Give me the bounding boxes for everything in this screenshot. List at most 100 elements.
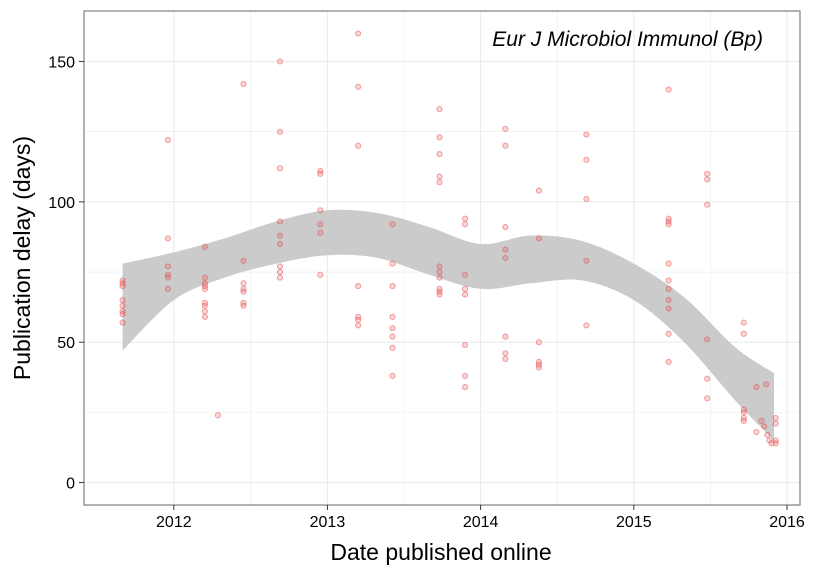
smooth-confidence-band <box>122 209 775 441</box>
data-point <box>276 263 284 270</box>
data-point <box>240 302 247 309</box>
data-point <box>462 271 469 278</box>
panel-border <box>83 10 801 506</box>
data-point <box>119 297 126 304</box>
data-point <box>389 283 396 290</box>
data-point <box>665 260 672 267</box>
data-point <box>535 364 542 371</box>
data-point <box>462 215 469 222</box>
data-point <box>240 280 247 287</box>
data-point <box>276 218 284 225</box>
data-point <box>704 201 711 208</box>
data-point <box>502 254 509 262</box>
y-tick-label: 0 <box>66 476 75 493</box>
data-point <box>761 423 768 430</box>
data-point <box>740 319 747 326</box>
data-point <box>164 235 171 242</box>
data-point <box>762 381 770 388</box>
data-point <box>704 336 711 343</box>
smooth-band-area <box>122 209 775 441</box>
data-point <box>355 142 362 149</box>
data-point <box>753 428 760 436</box>
chart-annotation: Eur J Microbiol Immunol (Bp) <box>492 28 763 51</box>
data-point <box>119 283 126 290</box>
data-point <box>665 330 672 337</box>
data-point <box>164 263 171 270</box>
data-point <box>201 313 208 320</box>
data-point <box>753 384 760 391</box>
data-point <box>276 274 284 281</box>
data-point <box>119 311 126 318</box>
data-point <box>201 308 208 315</box>
data-point <box>276 240 284 248</box>
data-point <box>502 333 509 340</box>
data-point <box>502 224 509 231</box>
data-point <box>462 341 469 349</box>
x-tick-label: 2015 <box>616 514 652 531</box>
data-point <box>665 305 672 312</box>
data-point <box>704 176 711 183</box>
data-point <box>201 302 208 309</box>
data-point <box>665 86 672 93</box>
data-point <box>436 134 443 141</box>
data-point <box>704 395 711 402</box>
data-points <box>119 30 779 447</box>
data-point <box>436 106 443 113</box>
data-point <box>317 170 324 177</box>
data-point <box>355 322 362 329</box>
data-point <box>583 322 590 329</box>
data-point <box>535 339 542 346</box>
data-point <box>665 221 672 228</box>
data-point <box>214 412 221 419</box>
data-point <box>740 330 747 337</box>
data-point <box>389 372 396 379</box>
data-point <box>462 221 469 228</box>
data-point <box>764 431 771 438</box>
data-point <box>164 137 171 144</box>
data-point <box>317 271 324 278</box>
data-point <box>436 268 443 276</box>
data-point <box>535 235 542 242</box>
data-point <box>772 440 779 447</box>
y-axis-title: Publication delay (days) <box>9 136 35 380</box>
data-point <box>665 285 672 292</box>
data-point <box>462 372 469 379</box>
data-point <box>389 325 396 332</box>
data-point <box>119 319 126 326</box>
data-point <box>462 285 469 292</box>
data-point <box>276 58 284 65</box>
data-point <box>768 440 775 447</box>
x-tick-label: 2012 <box>156 514 192 531</box>
data-point <box>740 417 747 424</box>
data-point <box>502 125 509 132</box>
data-point <box>389 260 396 267</box>
data-point <box>583 196 590 203</box>
data-point <box>583 131 590 138</box>
x-tick-label: 2016 <box>769 514 805 531</box>
data-point <box>436 151 443 158</box>
data-point <box>436 173 443 180</box>
data-point <box>355 316 362 323</box>
y-tick-label: 100 <box>48 195 75 212</box>
data-point <box>704 375 711 382</box>
data-point <box>436 274 443 281</box>
data-point <box>665 297 672 304</box>
x-tick-label: 2013 <box>310 514 346 531</box>
data-point <box>355 283 362 290</box>
data-point <box>276 232 284 239</box>
data-point <box>665 358 672 365</box>
data-point <box>201 243 208 250</box>
data-point <box>502 350 509 357</box>
y-tick-label: 50 <box>57 335 75 352</box>
data-point <box>164 285 171 292</box>
data-point <box>276 165 284 172</box>
data-point <box>583 257 590 264</box>
y-tick-label: 150 <box>48 55 75 72</box>
data-point <box>436 179 443 186</box>
data-point <box>389 221 396 228</box>
data-point <box>583 156 590 163</box>
data-point <box>462 291 469 298</box>
axis-ticks: 2012 2013 2014 2015 2016 0 50 100 150 <box>48 55 805 531</box>
data-point <box>389 344 396 351</box>
